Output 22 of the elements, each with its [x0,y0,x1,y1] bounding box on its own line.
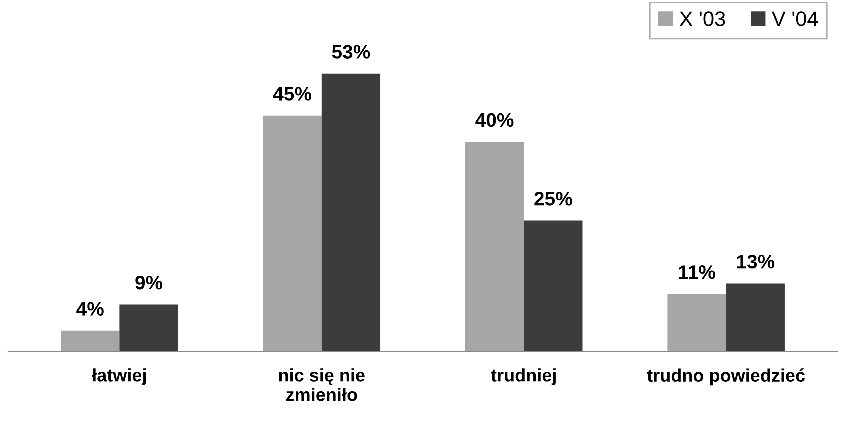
x-tick-label: nic się nie zmieniło [279,368,365,402]
data-label: 11% [679,266,716,280]
data-label: 45% [273,87,312,101]
bar [668,294,726,352]
data-label: 9% [136,276,163,290]
bar [465,142,524,352]
bar [263,116,322,352]
bar [61,330,120,352]
data-label: 53% [332,45,370,59]
data-label: 25% [534,192,572,206]
data-label: 40% [476,113,514,128]
legend-label: V '04 [772,12,818,26]
x-tick-label: łatwiej [92,368,146,386]
bar [322,74,381,352]
data-label: 4% [76,302,104,316]
legend-label: X '03 [680,12,726,26]
x-tick-label: trudno powiedzieć [647,368,806,386]
bar [726,284,785,352]
x-tick-label: trudniej [491,368,556,386]
bar [120,304,178,352]
bar [524,220,583,352]
data-label: 13% [737,255,775,269]
